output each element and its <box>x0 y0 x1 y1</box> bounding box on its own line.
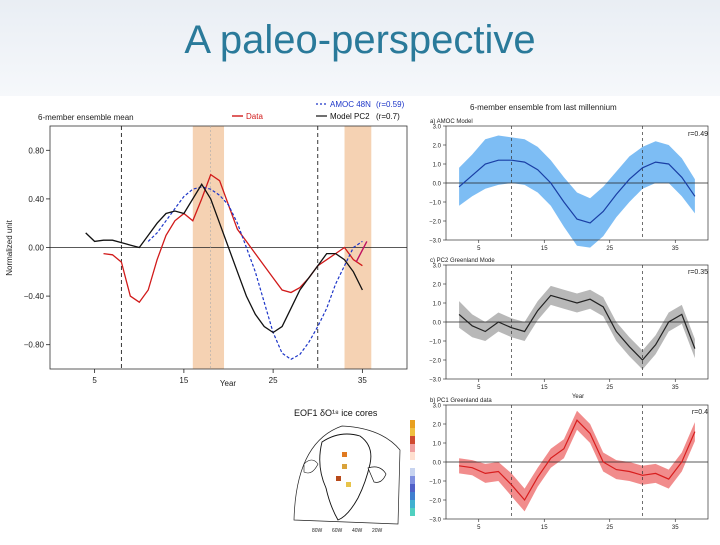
panel-b-y-tick-label: 2.0 <box>433 283 442 289</box>
legend-data-label: Data <box>246 112 263 121</box>
panel-b-y-tick-label: 3.0 <box>433 264 442 270</box>
left-x-axis-label: Year <box>220 379 237 388</box>
panel-c-uncertainty-band <box>459 410 695 512</box>
panel-c-mean-line <box>459 419 696 502</box>
panel-a-x-tick-label: 5 <box>477 246 481 252</box>
colorbar-seg-8 <box>410 476 415 484</box>
panel-c-y-tick-label: 1.0 <box>433 442 442 448</box>
panel-b-x-tick-label: 15 <box>541 385 548 391</box>
panel-c-y-tick-label: 0.0 <box>433 461 442 467</box>
iceland-coastline <box>367 466 387 483</box>
panel-c-subtitle: b) PC1 Greenland data <box>430 398 492 404</box>
panel-c-r-value: r=0.4 <box>692 409 708 416</box>
left-data-end-tick <box>355 241 368 263</box>
panel-c-y-tick-label: −2.0 <box>429 499 442 505</box>
colorbar-seg-7 <box>410 468 415 476</box>
left-x-tick-label: 35 <box>358 376 367 385</box>
panel-b-x-tick-label: 25 <box>606 385 613 391</box>
ice-core-site-4 <box>346 482 351 487</box>
colorbar-seg-6 <box>410 460 415 468</box>
panel-a-x-tick-label: 15 <box>541 246 548 252</box>
right-chart-title: 6-member ensemble from last millennium <box>470 103 617 112</box>
left-y-tick-label: 0.80 <box>28 146 44 155</box>
panel-a-y-tick-label: 3.0 <box>433 125 442 131</box>
ice-core-site-3 <box>336 476 341 481</box>
panel-c-y-tick-label: −1.0 <box>429 480 442 486</box>
panel-b-y-tick-label: 0.0 <box>433 321 442 327</box>
panel-b-r-value: r=0.35 <box>688 269 708 276</box>
greenland-map-panel: EOF1 δO¹⁸ ice cores 80W 60W 40W 20W <box>282 402 418 540</box>
right-chart-panel: 6-member ensemble from last millennium 3… <box>410 96 720 540</box>
left-y-axis-label: Normalized unit <box>5 219 14 275</box>
legend-amoc-label: AMOC 48N <box>330 100 371 109</box>
left-x-tick-label: 5 <box>92 376 97 385</box>
panel-a-x-tick-label: 35 <box>672 246 679 252</box>
panel-c-y-tick-label: 3.0 <box>433 404 442 410</box>
panel-b-subtitle: c) PC2 Greenland Mode <box>430 258 495 264</box>
left-chart-title: 6-member ensemble mean <box>38 113 134 122</box>
left-y-tick-label: −0.80 <box>24 341 45 350</box>
map-title: EOF1 δO¹⁸ ice cores <box>294 408 378 418</box>
colorbar-seg-2 <box>410 428 415 436</box>
panel-a-y-tick-label: −1.0 <box>429 201 442 207</box>
greenland-eof-map: EOF1 δO¹⁸ ice cores 80W 60W 40W 20W <box>293 408 415 534</box>
map-lon-label-3: 40W <box>352 528 363 534</box>
left-x-tick-label: 15 <box>179 376 188 385</box>
left-series-line-amoc-48n <box>147 186 363 361</box>
panel-c-y-tick-label: 2.0 <box>433 423 442 429</box>
panel-a-y-tick-label: 0.0 <box>433 182 442 188</box>
map-lon-label-2: 60W <box>332 528 343 534</box>
legend-amoc-r: (r=0.59) <box>376 100 405 109</box>
panel-b-x-tick-label: 35 <box>672 385 679 391</box>
colorbar-seg-9 <box>410 484 415 492</box>
greenland-coastline <box>319 433 372 521</box>
panel-a-y-tick-label: 2.0 <box>433 144 442 150</box>
ice-core-site-2 <box>342 464 347 469</box>
panel-a-y-tick-label: −2.0 <box>429 220 442 226</box>
colorbar-seg-4 <box>410 444 415 452</box>
panel-c-y-tick-label: −3.0 <box>429 518 442 524</box>
panel-b-x-axis-label: Year <box>572 394 584 400</box>
colorbar-seg-1 <box>410 420 415 428</box>
panel-b-x-tick-label: 5 <box>477 385 481 391</box>
panel-a-r-value: r=0.49 <box>688 131 708 138</box>
panel-c-x-tick-label: 25 <box>606 525 613 531</box>
left-y-tick-label: 0.40 <box>28 195 44 204</box>
map-lon-label-4: 20W <box>372 528 383 534</box>
right-ensemble-panels: 6-member ensemble from last millennium 3… <box>429 103 709 531</box>
colorbar-seg-12 <box>410 508 415 516</box>
panel-b-y-tick-label: −1.0 <box>429 340 442 346</box>
slide-title: A paleo-perspective <box>184 18 536 62</box>
panel-a-mean-line <box>458 159 696 224</box>
panel-a-y-tick-label: −3.0 <box>429 239 442 245</box>
legend-model-r: (r=0.7) <box>376 112 400 121</box>
left-ensemble-mean-chart: 0.80 0.40 0.00 −0.40 −0.80 5 15 25 35 6-member e… <box>5 100 408 388</box>
panel-b-y-tick-label: 1.0 <box>433 302 442 308</box>
left-chart-panel: 0.80 0.40 0.00 −0.40 −0.80 5 15 25 35 6-member e… <box>0 96 412 402</box>
left-y-tick-label: 0.00 <box>28 244 44 253</box>
left-x-tick-label: 25 <box>269 376 278 385</box>
panel-a-uncertainty-band <box>459 135 695 248</box>
legend-model-label: Model PC2 <box>330 112 370 121</box>
panel-b-uncertainty-band <box>459 285 695 370</box>
panel-b-mean-line <box>458 294 696 361</box>
panel-b-y-tick-label: −2.0 <box>429 359 442 365</box>
left-series-line-data <box>103 173 363 304</box>
left-series-line-model-pc2 <box>85 183 363 334</box>
panel-c-x-tick-label: 5 <box>477 525 481 531</box>
left-y-tick-label: −0.40 <box>24 292 45 301</box>
panel-b-y-tick-label: −3.0 <box>429 378 442 384</box>
colorbar-seg-11 <box>410 500 415 508</box>
ellesmere-coastline <box>303 459 319 474</box>
panel-c-x-tick-label: 15 <box>541 525 548 531</box>
panel-a-subtitle: a) AMOC Model <box>430 119 473 125</box>
colorbar-seg-5 <box>410 452 415 460</box>
map-lon-label-1: 80W <box>312 528 323 534</box>
colorbar-seg-3 <box>410 436 415 444</box>
colorbar-seg-10 <box>410 492 415 500</box>
panel-a-x-tick-label: 25 <box>606 246 613 252</box>
panel-c-x-tick-label: 35 <box>672 525 679 531</box>
panel-a-y-tick-label: 1.0 <box>433 163 442 169</box>
ice-core-site-1 <box>342 452 347 457</box>
